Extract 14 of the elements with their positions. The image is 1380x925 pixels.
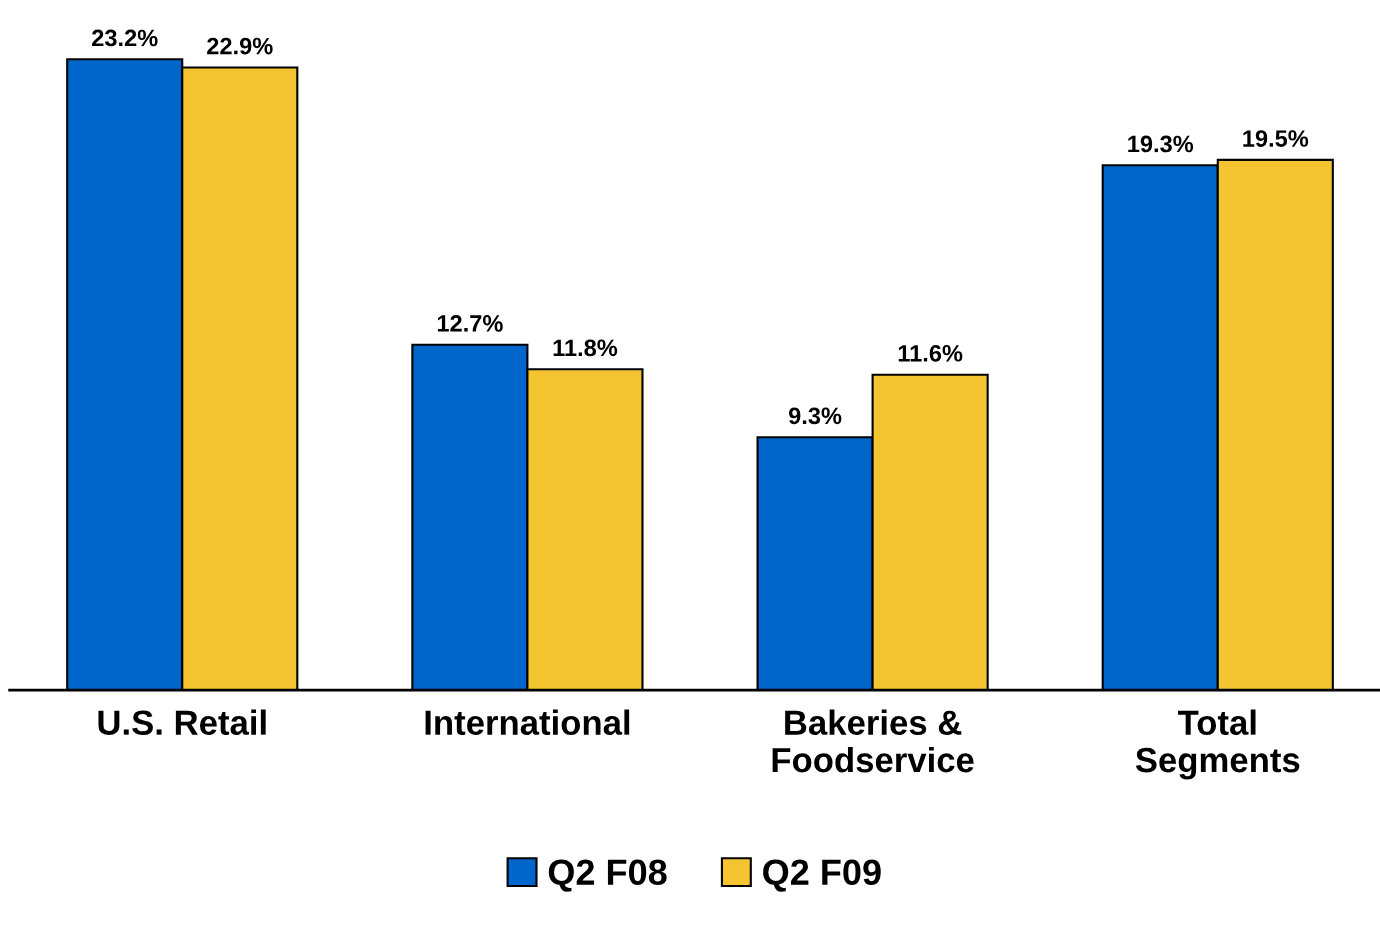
data-label: 19.5% <box>1243 130 1309 147</box>
x-tick-label: U.S. Retail <box>98 709 266 735</box>
data-label: 11.6% <box>898 344 963 362</box>
data-label: 12.7% <box>437 315 503 332</box>
data-label: 9.3% <box>788 407 842 425</box>
data-label: 23.2% <box>92 29 158 47</box>
legend-label: Q2 F08 <box>548 859 667 892</box>
data-label: 22.9% <box>207 37 273 55</box>
legend-label: Q2 F09 <box>763 859 881 892</box>
x-tick-label: Bakeries & Foodservice <box>772 709 974 773</box>
data-label: 19.3% <box>1128 135 1194 153</box>
data-label: 11.8% <box>553 339 618 357</box>
x-tick-label: International <box>425 709 630 735</box>
x-tick-label: Total Segments <box>1135 709 1300 780</box>
